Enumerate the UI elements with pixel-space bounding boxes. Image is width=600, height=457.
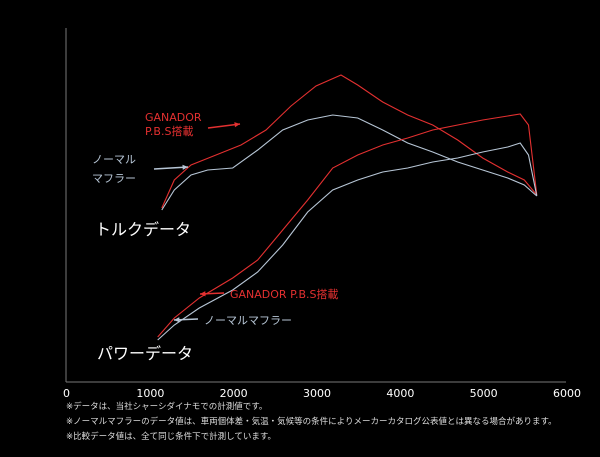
arrow-head — [234, 122, 240, 128]
group-label: パワーデータ — [97, 344, 193, 363]
chart-axes: 0 1000 2000 3000 4000 5000 6000 — [63, 28, 581, 400]
legend-label: GANADOR P.B.S搭載 — [230, 288, 339, 301]
chart-lines — [157, 74, 538, 341]
x-tick-label: 0 — [63, 387, 70, 400]
series-line — [161, 74, 538, 209]
legend-label: マフラー — [92, 172, 136, 185]
footnote: ※ノーマルマフラーのデータ値は、車両個体差・気温・気候等の条件によりメーカーカタ… — [66, 417, 557, 427]
series-line — [157, 113, 538, 338]
x-tick-label: 1000 — [136, 387, 164, 400]
footnotes: ※データは、当社シャーシダイナモでの計測値です。 ※ノーマルマフラーのデータ値は… — [66, 400, 557, 445]
legend-label: P.B.S搭載 — [145, 125, 193, 138]
series-line — [157, 142, 538, 341]
arrow-head — [200, 291, 206, 297]
legend-label: ノーマル — [92, 153, 136, 166]
arrow-head — [182, 164, 188, 170]
arrow-head — [174, 317, 180, 323]
x-tick-label: 2000 — [220, 387, 248, 400]
footnote: ※データは、当社シャーシダイナモでの計測値です。 — [66, 402, 268, 412]
group-label: トルクデータ — [95, 220, 191, 239]
legend-label: GANADOR — [145, 111, 202, 124]
x-tick-label: 6000 — [553, 387, 581, 400]
series-line — [161, 114, 538, 211]
arrow-line — [153, 166, 189, 170]
footnote: ※比較データ値は、全て同じ条件下で計測しています。 — [66, 432, 277, 442]
legend-label: ノーマルマフラー — [204, 314, 292, 327]
x-tick-label: 5000 — [470, 387, 498, 400]
x-tick-label: 3000 — [303, 387, 331, 400]
x-tick-label: 4000 — [386, 387, 414, 400]
